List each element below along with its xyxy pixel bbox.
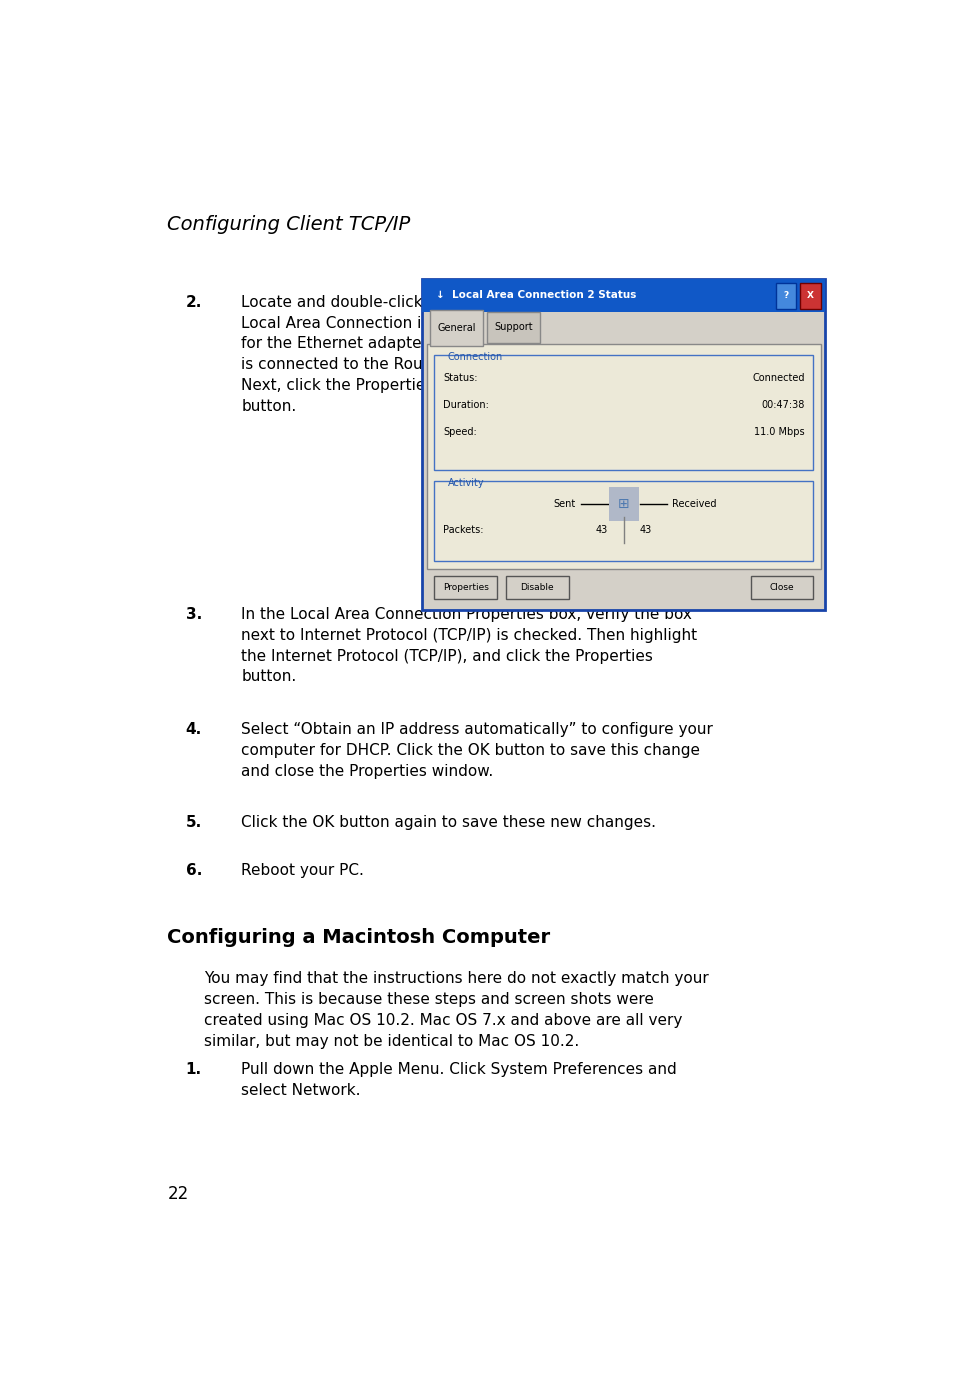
Text: 11.0 Mbps: 11.0 Mbps xyxy=(753,426,803,437)
Text: Close: Close xyxy=(769,583,794,593)
Text: General: General xyxy=(436,323,476,333)
Text: 22: 22 xyxy=(167,1185,189,1203)
Text: for the Ethernet adapter that: for the Ethernet adapter that xyxy=(241,336,463,351)
Text: 6.: 6. xyxy=(186,863,202,879)
Text: Properties: Properties xyxy=(442,583,488,593)
Text: In the Local Area Connection Properties box, verify the box: In the Local Area Connection Properties … xyxy=(241,607,691,622)
Text: 5.: 5. xyxy=(186,815,202,830)
FancyBboxPatch shape xyxy=(426,344,820,569)
Text: Reboot your PC.: Reboot your PC. xyxy=(241,863,364,879)
Text: Configuring a Macintosh Computer: Configuring a Macintosh Computer xyxy=(167,927,550,947)
Text: the Internet Protocol (TCP/IP), and click the Properties: the Internet Protocol (TCP/IP), and clic… xyxy=(241,648,653,663)
Text: 00:47:38: 00:47:38 xyxy=(760,400,803,409)
Text: Locate and double-click the: Locate and double-click the xyxy=(241,294,453,310)
Text: screen. This is because these steps and screen shots were: screen. This is because these steps and … xyxy=(204,992,654,1008)
Text: 2.: 2. xyxy=(186,294,202,310)
Text: created using Mac OS 10.2. Mac OS 7.x and above are all very: created using Mac OS 10.2. Mac OS 7.x an… xyxy=(204,1013,682,1029)
Text: 3.: 3. xyxy=(186,607,202,622)
Text: computer for DHCP. Click the OK button to save this change: computer for DHCP. Click the OK button t… xyxy=(241,743,700,758)
Text: similar, but may not be identical to Mac OS 10.2.: similar, but may not be identical to Mac… xyxy=(204,1034,578,1049)
Text: Pull down the Apple Menu. Click System Preferences and: Pull down the Apple Menu. Click System P… xyxy=(241,1062,677,1077)
Text: 4.: 4. xyxy=(186,722,202,737)
FancyBboxPatch shape xyxy=(608,487,638,522)
FancyBboxPatch shape xyxy=(505,576,568,600)
FancyBboxPatch shape xyxy=(434,355,813,471)
Text: ⊞: ⊞ xyxy=(618,497,629,511)
Text: X: X xyxy=(806,291,813,300)
Text: Activity: Activity xyxy=(447,477,483,489)
Text: Configuring Client TCP/IP: Configuring Client TCP/IP xyxy=(167,215,410,233)
Text: You may find that the instructions here do not exactly match your: You may find that the instructions here … xyxy=(204,972,708,987)
Text: Local Area Connection icon: Local Area Connection icon xyxy=(241,315,449,330)
Text: Packets:: Packets: xyxy=(442,525,483,534)
FancyBboxPatch shape xyxy=(800,283,820,308)
Text: 43: 43 xyxy=(639,525,652,534)
FancyBboxPatch shape xyxy=(422,279,824,611)
Text: Select “Obtain an IP address automatically” to configure your: Select “Obtain an IP address automatical… xyxy=(241,722,713,737)
FancyBboxPatch shape xyxy=(486,312,539,343)
Text: and close the Properties window.: and close the Properties window. xyxy=(241,763,493,779)
Text: 1.: 1. xyxy=(186,1062,202,1077)
Text: Connection: Connection xyxy=(447,351,502,362)
Text: Support: Support xyxy=(494,322,532,332)
Text: button.: button. xyxy=(241,398,296,414)
Text: Connected: Connected xyxy=(751,373,803,383)
Text: Click the OK button again to save these new changes.: Click the OK button again to save these … xyxy=(241,815,656,830)
Text: is connected to the Router.: is connected to the Router. xyxy=(241,357,448,372)
Text: 43: 43 xyxy=(595,525,607,534)
FancyBboxPatch shape xyxy=(422,279,824,312)
Text: Received: Received xyxy=(671,500,716,509)
FancyBboxPatch shape xyxy=(429,310,482,346)
Text: next to Internet Protocol (TCP/IP) is checked. Then highlight: next to Internet Protocol (TCP/IP) is ch… xyxy=(241,627,697,643)
Text: select Network.: select Network. xyxy=(241,1083,360,1098)
FancyBboxPatch shape xyxy=(775,283,796,308)
Text: Status:: Status: xyxy=(442,373,477,383)
FancyBboxPatch shape xyxy=(750,576,813,600)
FancyBboxPatch shape xyxy=(434,480,813,561)
Text: Sent: Sent xyxy=(553,500,576,509)
Text: ?: ? xyxy=(782,291,788,300)
Text: ↓  Local Area Connection 2 Status: ↓ Local Area Connection 2 Status xyxy=(436,290,636,300)
Text: Next, click the Properties: Next, click the Properties xyxy=(241,378,434,393)
Text: Speed:: Speed: xyxy=(442,426,476,437)
FancyBboxPatch shape xyxy=(434,576,497,600)
Text: button.: button. xyxy=(241,669,296,684)
Text: Disable: Disable xyxy=(520,583,554,593)
Text: Duration:: Duration: xyxy=(442,400,489,409)
FancyBboxPatch shape xyxy=(425,312,821,344)
